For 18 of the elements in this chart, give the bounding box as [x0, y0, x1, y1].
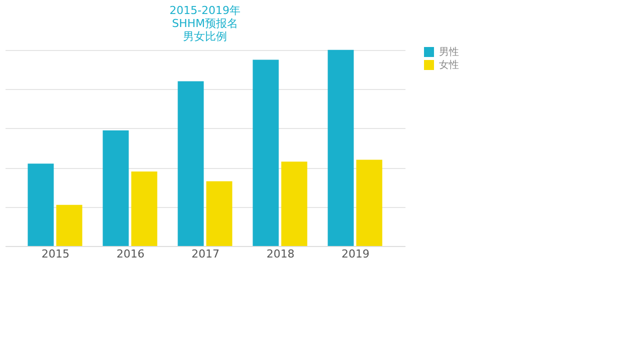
x-tick-label: 2019: [342, 248, 370, 260]
bar: [356, 160, 382, 246]
bar: [28, 164, 54, 246]
bar: [206, 181, 232, 246]
legend-label: 女性: [439, 59, 459, 71]
chart-title: 2015-2019年SHHM预报名男女比例: [170, 4, 240, 43]
legend-label: 男性: [439, 46, 459, 58]
x-tick-label: 2016: [116, 248, 144, 260]
bar: [328, 50, 354, 246]
bar: [281, 162, 308, 246]
bar: [102, 130, 129, 246]
x-tick-label: 2017: [192, 248, 220, 260]
bar: [178, 81, 204, 246]
bar: [131, 171, 158, 246]
x-tick-label: 2018: [266, 248, 294, 260]
bar: [56, 204, 82, 246]
bar: [252, 60, 279, 246]
x-tick-label: 2015: [42, 248, 70, 260]
